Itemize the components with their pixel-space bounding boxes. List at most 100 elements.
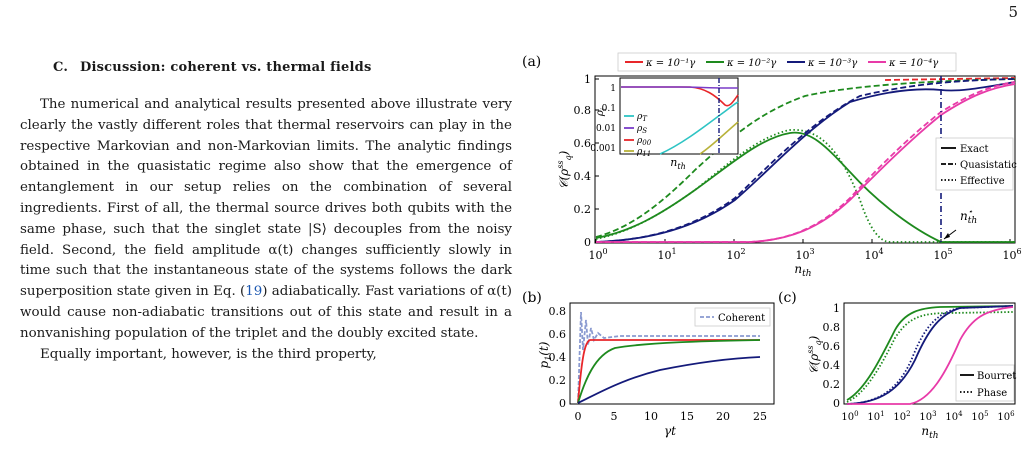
inset-ytick: 0.1 <box>602 104 616 114</box>
svg-text:0.6: 0.6 <box>549 328 567 341</box>
inset-ylabel: ρi <box>595 108 608 117</box>
panel-a-xtick: 104 <box>864 247 883 262</box>
inset-ytick: 1 <box>610 84 616 94</box>
panel-b-xticks: 0 5 10 15 20 25 <box>575 410 768 423</box>
panel-a-label: (a) <box>522 54 541 70</box>
panel-a-ytick: 0 <box>584 236 591 249</box>
panel-c: (c) 0 0.2 0.4 0.6 0.8 1 100 101 102 103 … <box>778 290 1016 441</box>
section-label: C. <box>53 60 69 75</box>
section-heading: C. Discussion: coherent vs. thermal field… <box>53 60 383 75</box>
panel-b-label: (b) <box>522 290 542 306</box>
panel-a-ytick: 0.2 <box>574 203 592 216</box>
legend-phase: Phase <box>977 388 1007 399</box>
svg-text:0.2: 0.2 <box>823 378 841 391</box>
paragraph-1-part-a: The numerical and analytical results pre… <box>20 97 512 300</box>
svg-text:5: 5 <box>611 410 618 423</box>
panel-b-legend <box>694 307 771 327</box>
svg-text:104: 104 <box>945 410 963 423</box>
page-number: 5 <box>1008 3 1018 21</box>
inset-legend-rhoS: ρS <box>636 124 647 135</box>
curve-b-green <box>577 339 761 404</box>
svg-text:15: 15 <box>680 410 694 423</box>
figure: (a) κ = 10⁻¹γ κ = 10⁻²γ κ = 10⁻³γ κ = 10… <box>520 50 1029 468</box>
svg-text:105: 105 <box>971 410 988 423</box>
panel-b-ylabel: p1(t) <box>537 341 553 368</box>
equation-reference-link[interactable]: 19 <box>245 284 263 300</box>
curve-green-quasistatic <box>595 78 1016 238</box>
svg-text:10: 10 <box>644 410 658 423</box>
panel-b-xlabel: γt <box>664 424 676 438</box>
legend-bourret: Bourret <box>977 371 1016 382</box>
paragraph-2: Equally important, however, is the third… <box>40 346 377 362</box>
panel-a-ytick: 1 <box>584 73 591 86</box>
panel-a-ytick: 0.4 <box>574 170 592 183</box>
inset-ytick: 0.01 <box>596 124 616 134</box>
svg-text:0.6: 0.6 <box>823 340 841 353</box>
inset-curve-rhoS <box>621 86 738 89</box>
panel-b-curves <box>577 311 761 404</box>
panel-a-ytick: 0.6 <box>574 137 592 150</box>
legend-kappa-2: κ = 10⁻²γ <box>726 58 776 69</box>
svg-text:1: 1 <box>833 302 840 315</box>
curve-c-green-phase <box>846 311 1014 403</box>
panel-a-top-legend: κ = 10⁻¹γ κ = 10⁻²γ κ = 10⁻³γ κ = 10⁻⁴γ <box>617 52 957 72</box>
curve-green-effective <box>595 129 1015 243</box>
legend-exact: Exact <box>960 144 989 155</box>
legend-quasistatic: Quasistatic <box>960 160 1017 171</box>
svg-text:0.8: 0.8 <box>549 305 567 318</box>
panel-c-axes <box>843 302 1016 405</box>
svg-text:0.8: 0.8 <box>823 321 841 334</box>
curve-b-navy <box>577 356 761 404</box>
svg-text:0.4: 0.4 <box>823 359 841 372</box>
panel-c-yticks: 0 0.2 0.4 0.6 0.8 1 <box>823 302 841 410</box>
panel-c-legend <box>955 364 1015 402</box>
inset-ytick: 0.001 <box>590 144 616 154</box>
svg-text:100: 100 <box>841 410 858 423</box>
paragraph-1-part-b: ) adiabatically. Fast variations of α(t)… <box>20 284 512 341</box>
panel-c-label: (c) <box>778 290 797 306</box>
panel-c-ylabel: 𝒞(ρssq) <box>806 335 823 374</box>
svg-text:0.4: 0.4 <box>549 351 567 364</box>
panel-a-curves <box>595 77 1016 243</box>
section-title: Discussion: coherent vs. thermal fields <box>80 60 372 75</box>
annotation-arrowhead <box>944 233 950 239</box>
curve-pink-quasistatic <box>596 81 1016 243</box>
svg-text:103: 103 <box>919 410 936 423</box>
curve-red-quasistatic <box>884 77 1016 81</box>
curve-c-pink <box>847 306 1014 405</box>
legend-kappa-1: κ = 10⁻¹γ <box>645 58 695 69</box>
figure-svg: (a) κ = 10⁻¹γ κ = 10⁻²γ κ = 10⁻³γ κ = 10… <box>522 52 1022 441</box>
legend-effective: Effective <box>960 176 1005 187</box>
legend-kappa-4: κ = 10⁻⁴γ <box>888 58 938 69</box>
curve-b-red <box>577 339 760 404</box>
svg-text:0: 0 <box>833 397 840 410</box>
panel-b-yticks: 0 0.2 0.4 0.6 0.8 <box>549 305 567 410</box>
panel-c-xticks: 100 101 102 103 104 105 106 <box>841 410 1015 423</box>
svg-text:102: 102 <box>893 410 910 423</box>
svg-text:101: 101 <box>867 410 884 423</box>
panel-a-xtick: 100 <box>588 247 607 262</box>
curve-navy-quasistatic <box>595 78 1016 243</box>
panel-a-xlabel: nth <box>794 262 811 279</box>
panel-c-xlabel: nth <box>921 424 938 441</box>
panel-a-xtick: 103 <box>795 247 814 262</box>
legend-kappa-3: κ = 10⁻³γ <box>807 58 857 69</box>
panel-a-ytick: 0.8 <box>574 104 592 117</box>
svg-text:106: 106 <box>997 410 1015 423</box>
inset-legend-rhoT: ρT <box>636 112 648 123</box>
legend-coherent: Coherent <box>718 313 765 324</box>
inset-curve-rho00 <box>621 86 739 107</box>
svg-text:0.2: 0.2 <box>549 374 567 387</box>
inset-legend-rho00: ρ00 <box>636 136 652 147</box>
panel-a: (a) κ = 10⁻¹γ κ = 10⁻²γ κ = 10⁻³γ κ = 10… <box>522 52 1022 279</box>
paragraph-1: The numerical and analytical results pre… <box>20 95 512 345</box>
inset-curve-rho11 <box>699 121 739 155</box>
inset-legend-rho11: ρ11 <box>636 147 651 158</box>
panel-c-curves <box>846 305 1014 405</box>
curve-c-navy <box>846 305 1014 405</box>
panel-a-xtick: 102 <box>726 247 745 262</box>
curve-coherent <box>577 311 760 404</box>
svg-text:20: 20 <box>716 410 730 423</box>
panel-a-xtick: 101 <box>657 247 676 262</box>
panel-a-inset: 1 0.1 0.01 0.001 ρi nth ρT ρS <box>590 77 739 171</box>
